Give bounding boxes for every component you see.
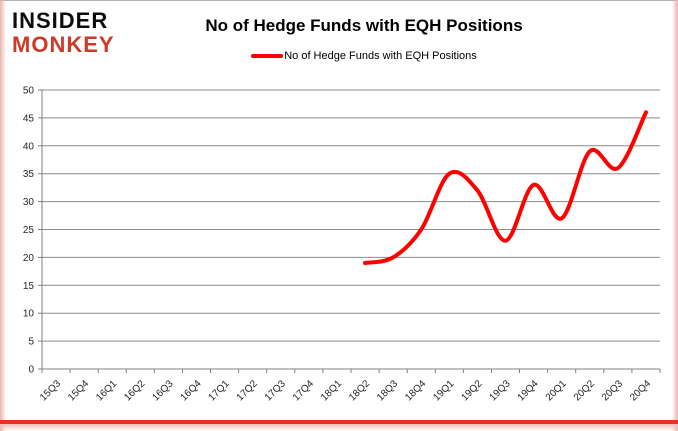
y-axis-label: 40 <box>23 141 35 152</box>
x-axis-label: 19Q3 <box>488 378 513 403</box>
x-axis-label: 20Q2 <box>572 378 597 403</box>
x-axis-label: 15Q4 <box>66 378 91 403</box>
frame-bottom-glow <box>0 424 678 431</box>
x-axis-label: 18Q1 <box>319 378 344 403</box>
chart-title: No of Hedge Funds with EQH Positions <box>205 16 523 35</box>
x-axis-label: 19Q1 <box>431 378 456 403</box>
x-axis-label: 16Q4 <box>179 378 204 403</box>
y-axis-label: 45 <box>23 113 35 124</box>
frame-top-line <box>0 0 678 1</box>
x-axis-label: 20Q3 <box>600 378 625 403</box>
x-axis-label: 17Q1 <box>207 378 232 403</box>
x-axis-label: 17Q4 <box>291 378 316 403</box>
logo-line1: INSIDER <box>12 8 109 33</box>
y-axis-label: 5 <box>28 337 34 348</box>
x-axis-label: 19Q2 <box>459 378 484 403</box>
x-axis-label: 17Q2 <box>235 378 260 403</box>
x-axis-label: 20Q1 <box>544 378 569 403</box>
y-axis-label: 35 <box>23 169 35 180</box>
line-chart-canvas: 0 5 10 15 20 25 30 35 40 45 50 15Q3 15Q4 16Q1 16Q2 16Q3… <box>23 86 661 403</box>
x-axis-label: 20Q4 <box>628 378 653 403</box>
bottom-red-bar <box>0 420 678 424</box>
y-axis-label: 0 <box>28 365 34 376</box>
x-axis-label: 18Q2 <box>347 378 372 403</box>
frame-right-glow <box>672 0 678 431</box>
x-axis-label: 17Q3 <box>263 378 288 403</box>
legend-line-swatch <box>251 54 284 58</box>
insider-monkey-logo: INSIDER MONKEY <box>12 10 115 56</box>
y-axis-label: 50 <box>23 86 35 97</box>
x-axis-label: 16Q1 <box>94 378 119 403</box>
y-axis-label: 30 <box>23 197 35 208</box>
y-axis-label: 25 <box>23 225 35 236</box>
x-axis-label: 16Q3 <box>150 378 175 403</box>
y-axis-label: 20 <box>23 253 35 264</box>
x-axis-label: 18Q4 <box>403 378 428 403</box>
frame-left-glow <box>0 0 6 431</box>
x-axis-label: 19Q4 <box>516 378 541 403</box>
y-axis-label: 10 <box>23 309 35 320</box>
x-axis-label: 15Q3 <box>38 378 63 403</box>
legend-label: No of Hedge Funds with EQH Positions <box>284 50 477 62</box>
logo-line2: MONKEY <box>12 32 115 57</box>
chart-header: No of Hedge Funds with EQH Positions No … <box>60 16 668 63</box>
x-axis-label: 18Q3 <box>375 378 400 403</box>
x-axis-label: 16Q2 <box>122 378 147 403</box>
series-line <box>363 110 648 265</box>
y-axis-label: 15 <box>23 281 35 292</box>
legend: No of Hedge Funds with EQH Positions <box>251 50 477 62</box>
